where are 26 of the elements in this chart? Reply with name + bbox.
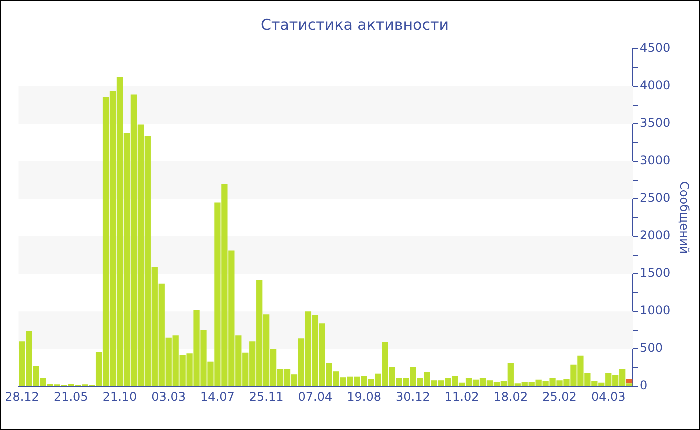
y-tick-label: 1000: [640, 304, 671, 318]
x-tick-label: 18.02: [494, 390, 528, 404]
x-tick-label: 25.11: [249, 390, 284, 404]
y-tick-label: 3500: [640, 116, 671, 130]
y-tick-label: 4500: [640, 41, 671, 56]
y-axis-title: Сообщений: [678, 182, 692, 254]
x-tick-label: 07.04: [298, 390, 333, 404]
y-tick-label: 2000: [640, 228, 671, 243]
y-tick-label: 2500: [640, 191, 671, 206]
x-tick-label: 03.03: [152, 390, 186, 404]
x-tick-label: 28.12: [5, 390, 40, 404]
x-tick-label: 21.10: [102, 390, 138, 404]
y-tick-label: 3000: [640, 154, 671, 168]
x-tick-label: 21.05: [54, 390, 88, 404]
x-tick-label: 25.02: [542, 390, 577, 404]
y-tick-label: 4000: [640, 78, 671, 93]
y-tick-label: 500: [640, 341, 663, 356]
y-tick-label: 1500: [640, 266, 671, 280]
x-tick-label: 30.12: [396, 390, 430, 404]
x-tick-label: 11.02: [444, 390, 480, 404]
x-tick-label: 19.08: [347, 390, 382, 404]
chart-title: Статистика активности: [261, 16, 449, 34]
x-tick-label: 14.07: [200, 390, 235, 404]
y-tick-label: 0: [640, 378, 648, 393]
bar: [626, 379, 633, 384]
x-tick-label: 04.03: [591, 390, 626, 404]
